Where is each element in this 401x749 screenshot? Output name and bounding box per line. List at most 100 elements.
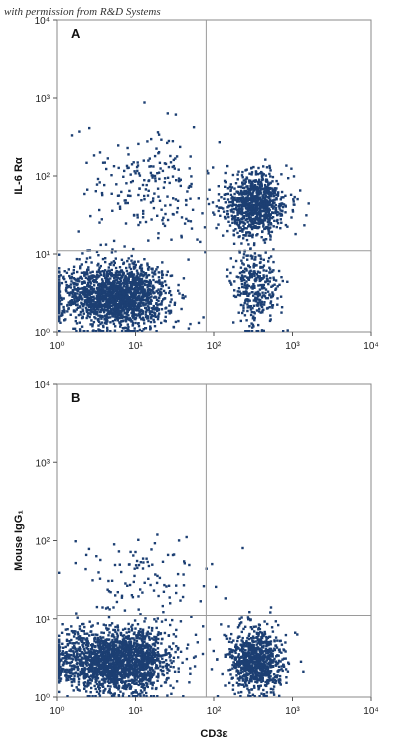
event-dot	[147, 305, 150, 308]
event-dot	[85, 290, 88, 293]
event-dot	[86, 314, 89, 317]
event-dot	[98, 221, 101, 224]
event-dot	[152, 672, 156, 675]
event-dot	[223, 179, 227, 183]
event-dot	[94, 190, 97, 193]
event-dot	[206, 197, 209, 201]
event-dot	[242, 199, 245, 202]
event-dot	[141, 631, 145, 634]
event-dot	[70, 291, 74, 294]
event-dot	[135, 678, 138, 681]
event-dot	[81, 286, 84, 290]
event-dot	[136, 623, 140, 626]
event-dot	[255, 191, 258, 194]
event-dot	[240, 271, 243, 274]
event-dot	[140, 289, 143, 292]
event-dot	[252, 304, 256, 307]
event-dot	[244, 275, 247, 278]
event-dot	[149, 328, 152, 331]
event-dot	[143, 290, 147, 293]
event-dot	[224, 171, 227, 175]
event-dot	[240, 200, 244, 203]
y-axis-label: IL-6 Rα	[13, 157, 25, 195]
event-dot	[249, 234, 252, 237]
event-dot	[118, 322, 122, 325]
event-dot	[80, 316, 84, 320]
event-dot	[161, 637, 164, 641]
event-dot	[126, 278, 129, 281]
event-dot	[128, 307, 131, 310]
event-dot	[118, 303, 121, 306]
event-dot	[69, 313, 72, 316]
event-dot	[247, 284, 251, 288]
event-dot	[251, 209, 254, 212]
event-dot	[132, 263, 135, 266]
event-dot	[143, 283, 147, 287]
event-dot	[249, 179, 252, 182]
event-dot	[269, 255, 273, 258]
event-dot	[136, 314, 139, 317]
event-dot	[117, 629, 120, 632]
event-dot	[135, 665, 138, 669]
event-dot	[142, 653, 146, 656]
event-dot	[130, 320, 133, 323]
event-dot	[109, 282, 112, 286]
event-dot	[248, 201, 252, 205]
event-dot	[187, 186, 190, 189]
event-dot	[155, 298, 159, 302]
event-dot	[161, 169, 165, 173]
event-dot	[151, 656, 155, 659]
event-dot	[145, 302, 148, 305]
event-dot	[260, 178, 264, 182]
event-dot	[145, 656, 148, 660]
event-dot	[96, 288, 99, 291]
event-dot	[138, 187, 141, 190]
event-dot	[133, 641, 136, 644]
event-dot	[140, 652, 143, 655]
event-dots	[58, 533, 305, 697]
event-dot	[156, 187, 160, 190]
event-dot	[135, 691, 139, 694]
event-dot	[96, 651, 99, 654]
event-dot	[93, 684, 96, 688]
event-dot	[153, 308, 156, 311]
event-dot	[132, 280, 136, 283]
event-dot	[255, 264, 258, 267]
event-dot	[250, 192, 254, 196]
event-dot	[126, 201, 129, 205]
event-dot	[175, 211, 179, 214]
x-tick-label: 10⁰	[49, 341, 64, 352]
event-dot	[266, 180, 269, 183]
event-dot	[233, 192, 236, 196]
event-dot	[110, 647, 113, 650]
event-dot	[119, 667, 122, 670]
event-dot	[133, 330, 136, 332]
event-dot	[117, 144, 120, 147]
event-dot	[159, 655, 162, 658]
event-dot	[58, 295, 61, 298]
event-dot	[120, 330, 124, 332]
event-dot	[140, 288, 144, 291]
event-dot	[135, 671, 138, 674]
event-dot	[75, 308, 78, 311]
event-dot	[152, 165, 155, 168]
event-dot	[79, 291, 82, 294]
event-dot	[89, 301, 92, 304]
event-dot	[242, 234, 245, 237]
event-dot	[251, 205, 254, 208]
event-dot	[58, 317, 61, 320]
event-dot	[99, 284, 102, 287]
event-dot	[69, 286, 73, 289]
event-dot	[137, 283, 140, 287]
event-dot	[143, 101, 146, 104]
event-dot	[149, 288, 152, 292]
event-dot	[120, 681, 124, 684]
event-dot	[115, 308, 118, 311]
event-dot	[242, 182, 245, 185]
event-dot	[89, 630, 92, 633]
event-dot	[134, 668, 138, 672]
event-dot	[282, 196, 285, 199]
event-dot	[133, 282, 136, 285]
event-dot	[106, 330, 109, 332]
